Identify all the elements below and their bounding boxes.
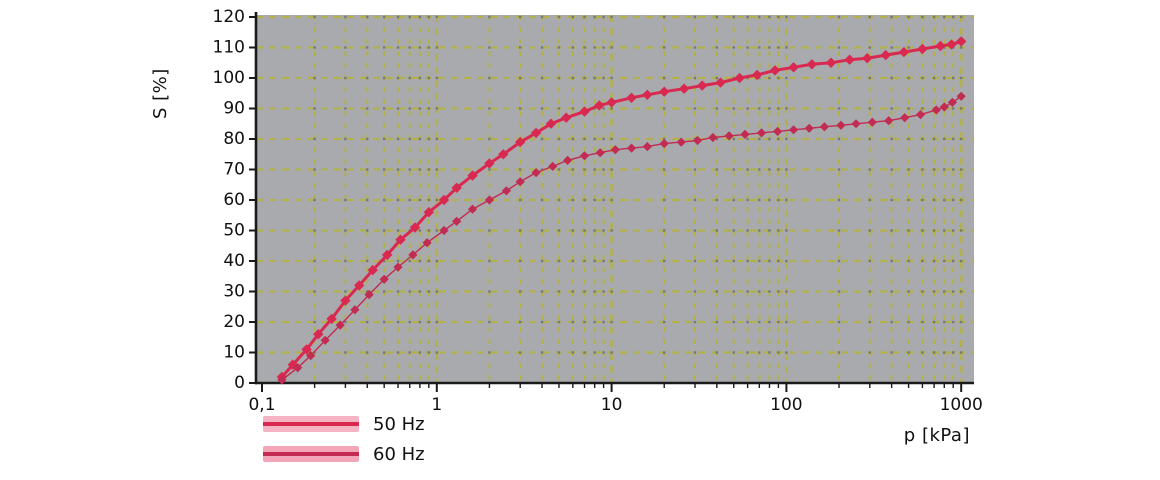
- y-axis-title: S [%]: [150, 68, 171, 119]
- y-tick-label: 120: [213, 7, 245, 27]
- y-tick-label: 50: [223, 221, 245, 241]
- y-tick-label: 10: [223, 343, 245, 363]
- x-tick-label: 0,1: [248, 395, 275, 415]
- legend-marker-line-50hz: [263, 422, 359, 426]
- series-line-60hz: [281, 95, 962, 381]
- y-tick-label: 0: [234, 373, 245, 393]
- y-tick-label: 100: [213, 68, 245, 88]
- legend: 50 Hz 60 Hz: [263, 409, 425, 469]
- y-tick-label: 110: [213, 38, 245, 58]
- legend-label-60hz: 60 Hz: [373, 443, 425, 465]
- legend-marker-line-60hz: [263, 452, 359, 456]
- x-tick-label: 1000: [940, 395, 983, 415]
- y-tick-label: 90: [223, 99, 245, 119]
- legend-swatch-60hz: [263, 446, 359, 462]
- y-tick-label: 30: [223, 282, 245, 302]
- y-tick-label: 70: [223, 160, 245, 180]
- legend-item-60hz: 60 Hz: [263, 439, 425, 469]
- y-tick-label: 60: [223, 190, 245, 210]
- x-tick-label: 100: [770, 395, 802, 415]
- legend-item-50hz: 50 Hz: [263, 409, 425, 439]
- x-axis-title: p [kPa]: [903, 425, 970, 446]
- y-tick-label: 20: [223, 312, 245, 332]
- y-tick-label: 40: [223, 251, 245, 271]
- y-tick-label: 80: [223, 129, 245, 149]
- legend-label-50hz: 50 Hz: [373, 413, 425, 435]
- x-tick-label: 10: [601, 395, 623, 415]
- legend-swatch-50hz: [263, 416, 359, 432]
- x-tick-label: 1: [431, 395, 442, 415]
